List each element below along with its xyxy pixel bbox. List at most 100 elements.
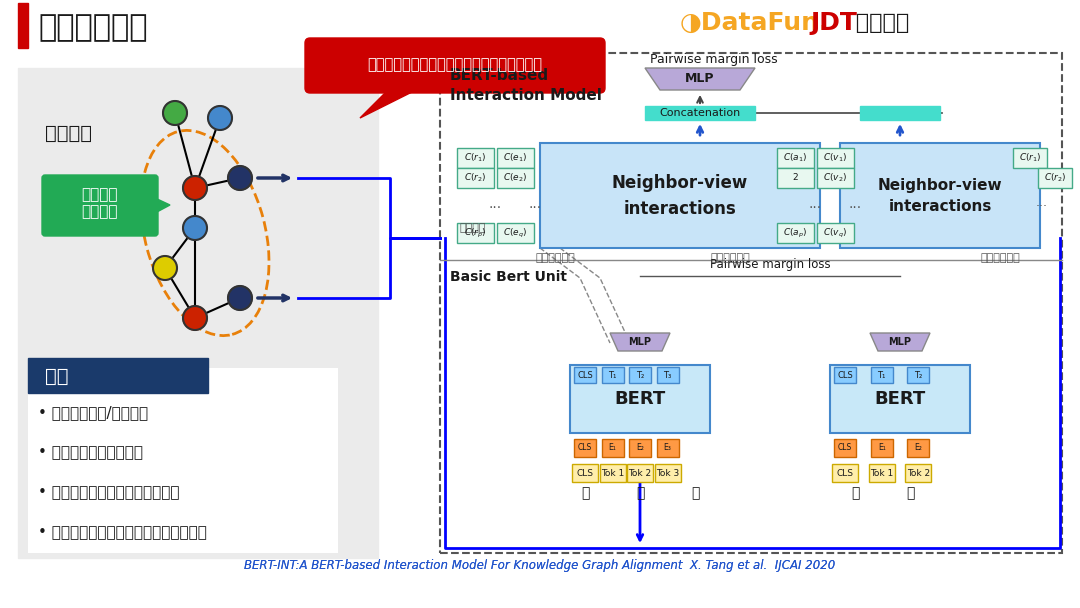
FancyBboxPatch shape bbox=[572, 464, 598, 482]
Text: Tok 1: Tok 1 bbox=[600, 469, 624, 477]
Text: MLP: MLP bbox=[889, 337, 912, 347]
FancyBboxPatch shape bbox=[657, 439, 678, 457]
FancyBboxPatch shape bbox=[457, 148, 494, 168]
FancyBboxPatch shape bbox=[440, 53, 1062, 553]
Text: $C(r_2)$: $C(r_2)$ bbox=[463, 171, 486, 184]
Text: T₂: T₂ bbox=[636, 370, 644, 379]
FancyBboxPatch shape bbox=[905, 464, 931, 482]
Circle shape bbox=[228, 166, 252, 190]
Text: E₃: E₃ bbox=[663, 443, 672, 452]
Text: CLS: CLS bbox=[577, 370, 593, 379]
Text: MLP: MLP bbox=[629, 337, 651, 347]
Polygon shape bbox=[645, 68, 755, 90]
FancyBboxPatch shape bbox=[629, 367, 651, 383]
Polygon shape bbox=[610, 333, 670, 351]
FancyBboxPatch shape bbox=[816, 148, 853, 168]
Text: JDT: JDT bbox=[810, 11, 856, 35]
FancyBboxPatch shape bbox=[777, 148, 813, 168]
FancyBboxPatch shape bbox=[834, 367, 856, 383]
FancyBboxPatch shape bbox=[907, 367, 929, 383]
Circle shape bbox=[208, 106, 232, 130]
FancyBboxPatch shape bbox=[840, 143, 1040, 248]
Text: 事理精排模型: 事理精排模型 bbox=[38, 13, 148, 43]
FancyBboxPatch shape bbox=[627, 464, 653, 482]
FancyBboxPatch shape bbox=[573, 367, 596, 383]
FancyBboxPatch shape bbox=[832, 464, 858, 482]
Text: Tok 1: Tok 1 bbox=[870, 469, 893, 477]
FancyBboxPatch shape bbox=[831, 365, 970, 433]
Text: CLS: CLS bbox=[578, 443, 592, 452]
Text: $C(v_2)$: $C(v_2)$ bbox=[823, 171, 847, 184]
Text: T₂: T₂ bbox=[914, 370, 922, 379]
Text: T₁: T₁ bbox=[608, 370, 617, 379]
Bar bbox=[18, 68, 378, 558]
Text: 将原始文本和因果对、论元组构建为图谱形式: 将原始文本和因果对、论元组构建为图谱形式 bbox=[367, 58, 542, 72]
FancyBboxPatch shape bbox=[457, 223, 494, 243]
Text: T₃: T₃ bbox=[663, 370, 672, 379]
FancyBboxPatch shape bbox=[1038, 168, 1072, 188]
Text: CLS: CLS bbox=[837, 370, 853, 379]
Text: $C(a_1)$: $C(a_1)$ bbox=[783, 152, 807, 164]
Text: ...: ... bbox=[488, 197, 501, 211]
Text: ...: ... bbox=[528, 197, 541, 211]
Circle shape bbox=[153, 256, 177, 280]
FancyBboxPatch shape bbox=[305, 38, 605, 93]
Text: Tok 3: Tok 3 bbox=[656, 469, 679, 477]
FancyBboxPatch shape bbox=[457, 168, 494, 188]
FancyBboxPatch shape bbox=[777, 168, 813, 188]
Text: E₁: E₁ bbox=[609, 443, 617, 452]
FancyBboxPatch shape bbox=[654, 464, 680, 482]
Text: 一度关系节点: 一度关系节点 bbox=[711, 253, 750, 263]
Text: 需: 需 bbox=[851, 486, 860, 500]
Text: ◑DataFun.: ◑DataFun. bbox=[680, 11, 829, 35]
Text: 原理: 原理 bbox=[45, 367, 68, 385]
FancyBboxPatch shape bbox=[816, 168, 853, 188]
Text: E₁: E₁ bbox=[878, 443, 886, 452]
FancyBboxPatch shape bbox=[602, 439, 623, 457]
FancyBboxPatch shape bbox=[777, 223, 813, 243]
Text: Tok 2: Tok 2 bbox=[907, 469, 930, 477]
Text: $C(e_2)$: $C(e_2)$ bbox=[503, 171, 527, 184]
Text: $C(a_p)$: $C(a_p)$ bbox=[783, 226, 807, 240]
Text: BERT-based
Interaction Model: BERT-based Interaction Model bbox=[450, 68, 602, 103]
Text: $C(r_2)$: $C(r_2)$ bbox=[1043, 171, 1066, 184]
Text: 求: 求 bbox=[636, 486, 644, 500]
Text: T₁: T₁ bbox=[877, 370, 886, 379]
Text: Pairwise margin loss: Pairwise margin loss bbox=[710, 258, 831, 271]
Text: Basic Bert Unit: Basic Bert Unit bbox=[450, 270, 567, 284]
FancyBboxPatch shape bbox=[816, 223, 853, 243]
Text: Tok 2: Tok 2 bbox=[629, 469, 651, 477]
Text: BERT: BERT bbox=[875, 390, 926, 408]
FancyBboxPatch shape bbox=[834, 439, 856, 457]
Text: $C(r_1)$: $C(r_1)$ bbox=[463, 152, 486, 164]
Text: 图谱匹配: 图谱匹配 bbox=[45, 123, 92, 142]
Text: $C(r_p)$: $C(r_p)$ bbox=[463, 226, 486, 240]
FancyBboxPatch shape bbox=[907, 439, 929, 457]
Text: • 利用图谱对齐/匹配模型: • 利用图谱对齐/匹配模型 bbox=[38, 406, 148, 421]
Text: 一度关系节点: 一度关系节点 bbox=[981, 253, 1020, 263]
Circle shape bbox=[183, 176, 207, 200]
Text: • 使用一度关系节点信息: • 使用一度关系节点信息 bbox=[38, 446, 143, 460]
FancyBboxPatch shape bbox=[870, 367, 893, 383]
FancyBboxPatch shape bbox=[870, 439, 893, 457]
Text: E₂: E₂ bbox=[915, 443, 922, 452]
Text: 求: 求 bbox=[906, 486, 914, 500]
Text: BERT-INT:A BERT-based Interaction Model For Knowledge Graph Alignment  X. Tang e: BERT-INT:A BERT-based Interaction Model … bbox=[244, 559, 836, 573]
Text: • 融合结构化信息和非结构化信息: • 融合结构化信息和非结构化信息 bbox=[38, 486, 179, 500]
FancyBboxPatch shape bbox=[629, 439, 651, 457]
FancyBboxPatch shape bbox=[868, 464, 894, 482]
Circle shape bbox=[183, 306, 207, 330]
Text: ...: ... bbox=[849, 197, 862, 211]
FancyBboxPatch shape bbox=[599, 464, 625, 482]
Text: CLS: CLS bbox=[838, 443, 852, 452]
FancyBboxPatch shape bbox=[540, 143, 820, 248]
Polygon shape bbox=[156, 198, 170, 213]
Text: $C(v_q)$: $C(v_q)$ bbox=[823, 226, 847, 240]
Text: • 构建邻接匹配矩阵，提取关键匹配信息: • 构建邻接匹配矩阵，提取关键匹配信息 bbox=[38, 525, 207, 541]
Bar bbox=[860, 106, 940, 120]
Text: MLP: MLP bbox=[685, 72, 715, 86]
FancyBboxPatch shape bbox=[602, 367, 623, 383]
Text: 一度关系节点: 一度关系节点 bbox=[535, 253, 575, 263]
FancyBboxPatch shape bbox=[573, 439, 596, 457]
FancyBboxPatch shape bbox=[497, 223, 534, 243]
